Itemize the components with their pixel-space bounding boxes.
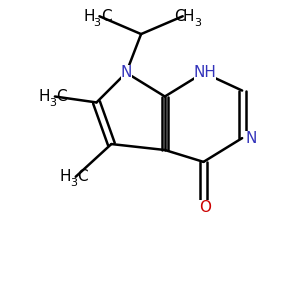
Text: H: H: [182, 9, 194, 24]
Text: N: N: [121, 65, 132, 80]
Text: C: C: [174, 9, 184, 24]
Text: H: H: [83, 9, 95, 24]
Text: C: C: [56, 89, 67, 104]
Text: NH: NH: [194, 65, 216, 80]
Text: C: C: [77, 169, 88, 184]
Text: 3: 3: [195, 18, 202, 28]
Text: N: N: [245, 130, 257, 146]
Text: O: O: [199, 200, 211, 215]
Text: H: H: [39, 89, 50, 104]
Text: 3: 3: [94, 18, 100, 28]
Text: H: H: [59, 169, 71, 184]
Text: 3: 3: [49, 98, 56, 108]
Text: C: C: [101, 9, 111, 24]
Text: 3: 3: [70, 178, 77, 188]
